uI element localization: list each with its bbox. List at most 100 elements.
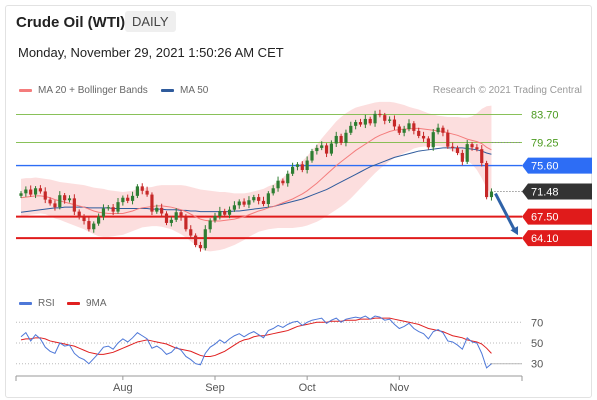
ma50-swatch [161, 88, 174, 92]
level-tag-83.70: 83.70 [531, 110, 559, 122]
level-label-75.60: 75.60 [531, 161, 559, 173]
candle-body [72, 198, 76, 212]
level-tag-bg-71.48 [522, 183, 592, 200]
candle-body [179, 212, 183, 218]
candle-body [203, 229, 207, 249]
legend-ma20-label: MA 20 + Bollinger Bands [38, 85, 148, 96]
candle-body [315, 147, 319, 152]
candle-body [106, 207, 110, 209]
candle-body [455, 147, 460, 153]
candle-body [465, 144, 469, 162]
legend-ma20: MA 20 + Bollinger Bands [19, 85, 148, 96]
candle-body [252, 197, 256, 201]
candle-body [392, 119, 397, 127]
level-tag-bg-67.50 [522, 208, 592, 225]
legend-ma50: MA 50 [161, 85, 208, 96]
copyright-note: Research © 2021 Trading Central [432, 85, 582, 96]
candle-body [130, 195, 135, 201]
rsi-tick-30: 30 [531, 359, 543, 371]
candle-body [310, 151, 314, 161]
level-tag-bg-75.60 [522, 157, 592, 174]
candle-body [48, 199, 52, 204]
legend-9ma-label: 9MA [86, 298, 107, 309]
forecast-arrow-shaft [494, 192, 516, 230]
candle-body [388, 119, 392, 121]
candle-body [446, 132, 450, 147]
candle-body [426, 138, 430, 148]
candle-body [174, 212, 178, 220]
candle-body [281, 180, 285, 184]
candle-body [305, 160, 309, 170]
candle-body [232, 205, 236, 210]
rsi-swatch [19, 301, 32, 305]
rsi-tick-50: 50 [531, 338, 543, 350]
candle-body [295, 164, 300, 167]
chart-frame [5, 5, 592, 398]
candle-body [164, 213, 169, 223]
candle-body [271, 188, 275, 194]
candle-body [160, 207, 164, 214]
timestamp: Monday, November 29, 2021 1:50:26 AM CET [18, 45, 284, 60]
candle-body [344, 132, 348, 143]
candle-body [223, 210, 227, 215]
candle-body [135, 186, 139, 196]
candle-body [261, 200, 266, 205]
candle-body [169, 219, 173, 223]
candle-body [324, 145, 329, 154]
bollinger-band [21, 101, 492, 252]
candle-body [242, 201, 246, 205]
candle-body [334, 135, 338, 144]
instrument-title: Crude Oil (WTI) [16, 14, 126, 31]
candle-body [92, 223, 96, 230]
level-tag-67.50: 67.50 [522, 208, 592, 225]
level-label-67.50: 67.50 [531, 212, 559, 224]
candle-body [198, 245, 203, 249]
level-tag-75.60: 75.60 [522, 157, 592, 174]
candle-body [257, 197, 261, 201]
candle-body [368, 118, 372, 124]
candle-body [140, 186, 144, 191]
candle-body [421, 135, 426, 139]
candle-body [300, 164, 304, 170]
candle-body [184, 217, 188, 230]
ma9-swatch [67, 301, 80, 305]
candle-body [38, 188, 42, 192]
candle-body [77, 211, 81, 218]
candle-body [97, 216, 101, 224]
candle-body [82, 217, 86, 222]
level-tag-79.25: 79.25 [531, 138, 559, 150]
candle-body [53, 203, 57, 208]
candle-body [349, 125, 353, 133]
candle-body [247, 200, 251, 205]
candle-body [111, 207, 115, 212]
period-badge[interactable]: DAILY [125, 11, 176, 32]
legend-ma50-label: MA 50 [180, 85, 209, 96]
candle-body [407, 123, 411, 130]
x-tick-label-Nov: Nov [390, 382, 410, 394]
level-label-83.70: 83.70 [531, 110, 559, 122]
candle-body [412, 123, 416, 131]
candle-body [441, 127, 445, 133]
ma20-swatch [19, 88, 32, 92]
candle-body [363, 118, 367, 125]
candle-body [286, 173, 290, 184]
candle-body [189, 229, 193, 236]
legend-rsi-label: RSI [38, 298, 55, 309]
legend-rsi: RSI [19, 298, 55, 309]
candle-body [383, 115, 387, 121]
level-tag-71.48: 71.48 [522, 183, 592, 200]
candle-body [150, 194, 154, 212]
rsi-9ma-line [20, 317, 492, 357]
candle-body [237, 201, 241, 206]
legend-9ma: 9MA [67, 298, 107, 309]
level-label-71.48: 71.48 [531, 187, 559, 199]
candle-body [116, 202, 120, 212]
rsi-line [20, 315, 492, 369]
candle-body [29, 189, 33, 195]
candle-body [329, 143, 333, 154]
candle-body [475, 147, 479, 150]
candle-body [339, 135, 343, 143]
forecast-arrow-head [510, 226, 519, 236]
candle-body [358, 122, 363, 125]
x-tick-label-Sep: Sep [205, 382, 225, 394]
